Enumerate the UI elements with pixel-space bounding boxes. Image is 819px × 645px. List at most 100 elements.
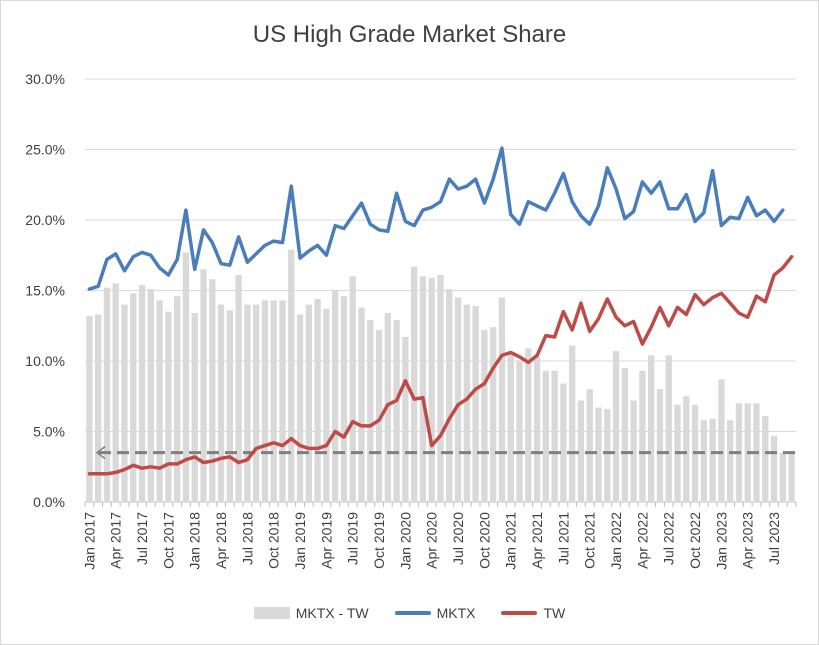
x-tick-label: Apr 2018 (213, 512, 229, 569)
y-tick-label: 15.0% (25, 283, 65, 299)
bar (411, 266, 418, 502)
bar (498, 297, 506, 502)
bar (683, 396, 690, 502)
x-tick-label: Jul 2023 (766, 512, 782, 565)
bar (349, 276, 356, 502)
bar (630, 400, 637, 502)
bar (648, 355, 655, 502)
x-tick-label: Jan 2023 (713, 512, 729, 570)
x-tick-label: Oct 2022 (687, 512, 703, 569)
x-tick-label: Jul 2017 (134, 512, 150, 565)
legend-swatch-tw (501, 611, 538, 615)
x-tick-label: Apr 2021 (529, 512, 545, 569)
legend-swatch-mktx-tw (253, 607, 290, 619)
bar (375, 329, 383, 502)
x-tick-label: Jan 2020 (397, 512, 413, 570)
bar (323, 308, 330, 502)
bar (279, 300, 286, 502)
bar (727, 420, 734, 502)
bar (261, 300, 269, 502)
bar (446, 289, 453, 502)
bar (560, 383, 567, 502)
bar (253, 304, 260, 502)
bar (551, 370, 558, 502)
bar (340, 296, 348, 502)
legend: MKTX - TW MKTX TW (1, 605, 818, 621)
bar (358, 307, 365, 502)
legend-entry-mktx: MKTX (394, 605, 476, 621)
x-tick-label: Apr 2022 (634, 512, 650, 569)
bar (604, 408, 611, 502)
line-series-mktx (87, 146, 785, 291)
bar (419, 276, 427, 502)
bar (779, 452, 786, 502)
x-tick-label: Apr 2017 (108, 512, 124, 569)
bar (182, 252, 190, 502)
bar (595, 407, 602, 502)
y-tick-label: 0.0% (33, 494, 65, 510)
bar (332, 290, 339, 502)
bar (788, 452, 795, 502)
bar (577, 400, 585, 502)
bar (463, 304, 470, 502)
bar (191, 313, 198, 502)
x-tick-label: Jul 2021 (555, 512, 571, 565)
bar (402, 337, 409, 502)
y-tick-label: 5.0% (33, 424, 65, 440)
bar (130, 293, 137, 502)
bar (244, 304, 251, 502)
x-tick-label: Apr 2019 (318, 512, 334, 569)
y-tick-label: 10.0% (25, 353, 65, 369)
bar (437, 274, 444, 502)
x-tick-label: Oct 2018 (266, 512, 282, 569)
legend-label-tw: TW (543, 605, 566, 621)
bar (112, 283, 119, 502)
bar (700, 420, 707, 502)
bar (156, 300, 163, 502)
bar (296, 314, 304, 502)
y-tick-label: 20.0% (25, 212, 65, 228)
bar (200, 269, 207, 502)
bar (569, 345, 576, 502)
x-tick-label: Apr 2020 (424, 512, 440, 569)
x-tick-label: Jul 2019 (345, 512, 361, 565)
bar-series-mktx-tw (86, 249, 795, 502)
bar (288, 249, 295, 502)
x-tick-label: Jul 2022 (661, 512, 677, 565)
bar (235, 274, 242, 502)
x-tick-label: Oct 2020 (476, 512, 492, 569)
bar (709, 418, 716, 502)
bar (165, 311, 172, 502)
bar (472, 306, 479, 502)
bar (586, 389, 593, 502)
x-tick-label: Jan 2022 (608, 512, 624, 570)
bar (226, 310, 233, 502)
legend-label-mktx: MKTX (436, 605, 476, 621)
legend-label-mktx-tw: MKTX - TW (295, 605, 369, 621)
bar (490, 327, 497, 502)
bar (209, 279, 216, 502)
bar (454, 297, 462, 502)
bar (718, 379, 725, 502)
bar (516, 361, 523, 502)
reference-arrowhead (95, 446, 106, 460)
bar (147, 289, 154, 502)
line-series-tw (87, 254, 794, 476)
bar (138, 284, 146, 502)
x-tick-label: Jan 2018 (187, 512, 203, 570)
bar (762, 415, 769, 502)
x-tick-label: Jan 2021 (503, 512, 519, 570)
bar (428, 277, 435, 502)
x-tick-label: Jul 2018 (239, 512, 255, 565)
bar (270, 300, 277, 502)
chart-title: US High Grade Market Share (252, 21, 567, 48)
y-axis-tick-labels: 0.0% 5.0% 10.0% 15.0% 20.0% 25.0% 30.0% (25, 71, 65, 510)
bar (665, 355, 672, 502)
y-tick-label: 30.0% (25, 71, 65, 87)
legend-swatch-mktx (394, 611, 431, 615)
bar (481, 329, 488, 502)
x-tick-label: Jan 2017 (81, 512, 97, 570)
bar (174, 296, 181, 502)
